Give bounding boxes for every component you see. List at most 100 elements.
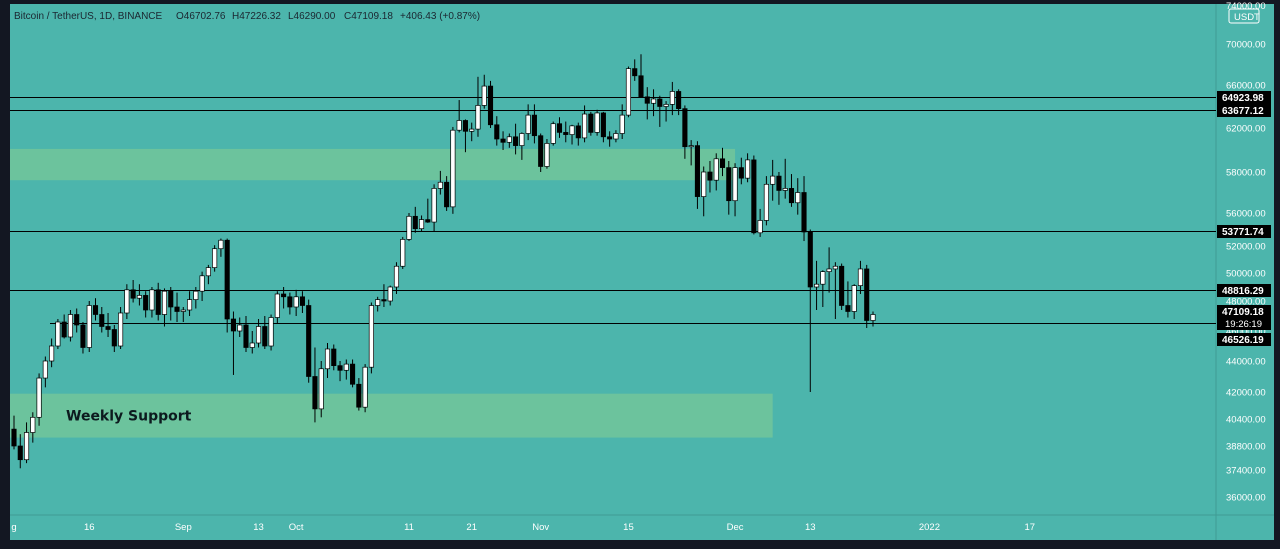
candle bbox=[67, 310, 73, 342]
currency-badge[interactable]: USDT bbox=[1234, 12, 1260, 23]
candle-body-down bbox=[337, 365, 343, 371]
candle bbox=[299, 291, 305, 313]
candle-body-down bbox=[281, 293, 287, 298]
level-price-label: 46526.19 bbox=[1222, 335, 1264, 346]
candle bbox=[870, 311, 876, 327]
candle bbox=[111, 325, 117, 352]
candle-body-down bbox=[538, 135, 544, 167]
ohlc-low: L46290.00 bbox=[288, 11, 336, 22]
candle bbox=[763, 176, 769, 226]
candle-body-up bbox=[594, 112, 600, 133]
candle bbox=[845, 281, 851, 318]
candle-body-down bbox=[105, 326, 111, 330]
candle bbox=[400, 236, 406, 269]
candle bbox=[719, 147, 726, 177]
candle bbox=[212, 245, 218, 272]
candle bbox=[362, 364, 368, 413]
candle-body-up bbox=[42, 360, 48, 379]
candle-body-down bbox=[168, 290, 174, 308]
price-tick-label: 52000.00 bbox=[1226, 242, 1266, 253]
candle bbox=[312, 347, 318, 423]
candle bbox=[594, 109, 600, 136]
levels-layer bbox=[10, 97, 1216, 324]
candle-body-down bbox=[381, 299, 387, 302]
candle bbox=[475, 76, 481, 137]
countdown-label: 19:26:19 bbox=[1225, 319, 1262, 330]
candle-body-up bbox=[400, 239, 406, 267]
candle bbox=[525, 104, 531, 141]
candle bbox=[36, 373, 42, 426]
price-tick-label: 46000.00 bbox=[1226, 327, 1266, 338]
candle bbox=[694, 141, 700, 209]
candle bbox=[563, 121, 569, 143]
candle bbox=[406, 213, 412, 242]
candle-body-down bbox=[331, 348, 337, 366]
time-tick-label: 13 bbox=[805, 522, 816, 533]
candle-body-down bbox=[425, 219, 431, 223]
candle-body-up bbox=[255, 326, 262, 344]
candle bbox=[732, 163, 738, 217]
candle-body-down bbox=[92, 305, 99, 315]
time-tick-label: 16 bbox=[84, 522, 95, 533]
time-tick-label: Sep bbox=[175, 522, 192, 533]
price-labels-layer: 64923.98 63677.12 53771.74 48816.29 46526.19… bbox=[1217, 91, 1271, 346]
candle-body-up bbox=[857, 268, 864, 286]
candle-body-down bbox=[155, 289, 161, 315]
candle bbox=[437, 170, 443, 195]
candle-body-up bbox=[55, 321, 61, 347]
candle bbox=[531, 104, 537, 144]
candle bbox=[506, 133, 512, 148]
candle-body-down bbox=[644, 96, 650, 104]
candle bbox=[713, 153, 719, 191]
candle-body-down bbox=[588, 113, 594, 133]
currency-badge-box[interactable] bbox=[1228, 8, 1260, 24]
candle bbox=[556, 117, 563, 138]
candle-body-up bbox=[870, 314, 876, 321]
candle-body-down bbox=[801, 192, 807, 233]
level-price-label-box bbox=[1217, 91, 1271, 104]
candle bbox=[124, 284, 130, 319]
candle bbox=[149, 287, 155, 318]
candle bbox=[701, 166, 707, 217]
price-tick-label: 50000.00 bbox=[1226, 269, 1266, 280]
candle-body-up bbox=[36, 377, 42, 418]
candle bbox=[738, 157, 744, 185]
candle-body-down bbox=[287, 296, 293, 308]
candle-body-down bbox=[500, 138, 506, 143]
candle-body-up bbox=[619, 114, 625, 134]
candle bbox=[11, 415, 17, 450]
candle-body-up bbox=[456, 120, 462, 131]
zones-layer: Weekly Support bbox=[10, 148, 773, 438]
price-tick-label: 37400.00 bbox=[1226, 466, 1266, 477]
candle-body-down bbox=[444, 181, 450, 208]
candle-body-up bbox=[431, 188, 437, 223]
candle-body-up bbox=[199, 275, 205, 292]
ohlc-close: C47109.18 bbox=[344, 11, 393, 22]
candle-body-up bbox=[437, 181, 443, 189]
candle bbox=[782, 158, 788, 199]
time-axis: g 16 Sep 13 Oct 11 21 Nov 15 Dec 13 2022 17 bbox=[11, 522, 1035, 533]
candle bbox=[676, 89, 682, 116]
candle bbox=[86, 301, 92, 352]
candle bbox=[776, 172, 782, 205]
candle-body-down bbox=[788, 188, 795, 204]
candles-layer bbox=[11, 54, 876, 469]
candle-body-down bbox=[776, 175, 782, 191]
candle-body-up bbox=[832, 265, 838, 270]
candle-body-up bbox=[757, 220, 763, 234]
candle bbox=[481, 74, 487, 109]
candle bbox=[857, 260, 864, 294]
candle bbox=[625, 66, 632, 118]
candle-body-down bbox=[575, 125, 581, 139]
level-price-label-box bbox=[1217, 104, 1271, 117]
candle-body-up bbox=[475, 105, 481, 130]
candle-body-up bbox=[149, 289, 155, 311]
price-tick-label: 40400.00 bbox=[1226, 415, 1266, 426]
candle-body-down bbox=[719, 158, 726, 168]
candle bbox=[450, 126, 456, 214]
time-tick-label: Nov bbox=[532, 522, 549, 533]
candle-body-up bbox=[237, 324, 243, 332]
candle bbox=[851, 284, 857, 319]
candle bbox=[644, 87, 650, 120]
